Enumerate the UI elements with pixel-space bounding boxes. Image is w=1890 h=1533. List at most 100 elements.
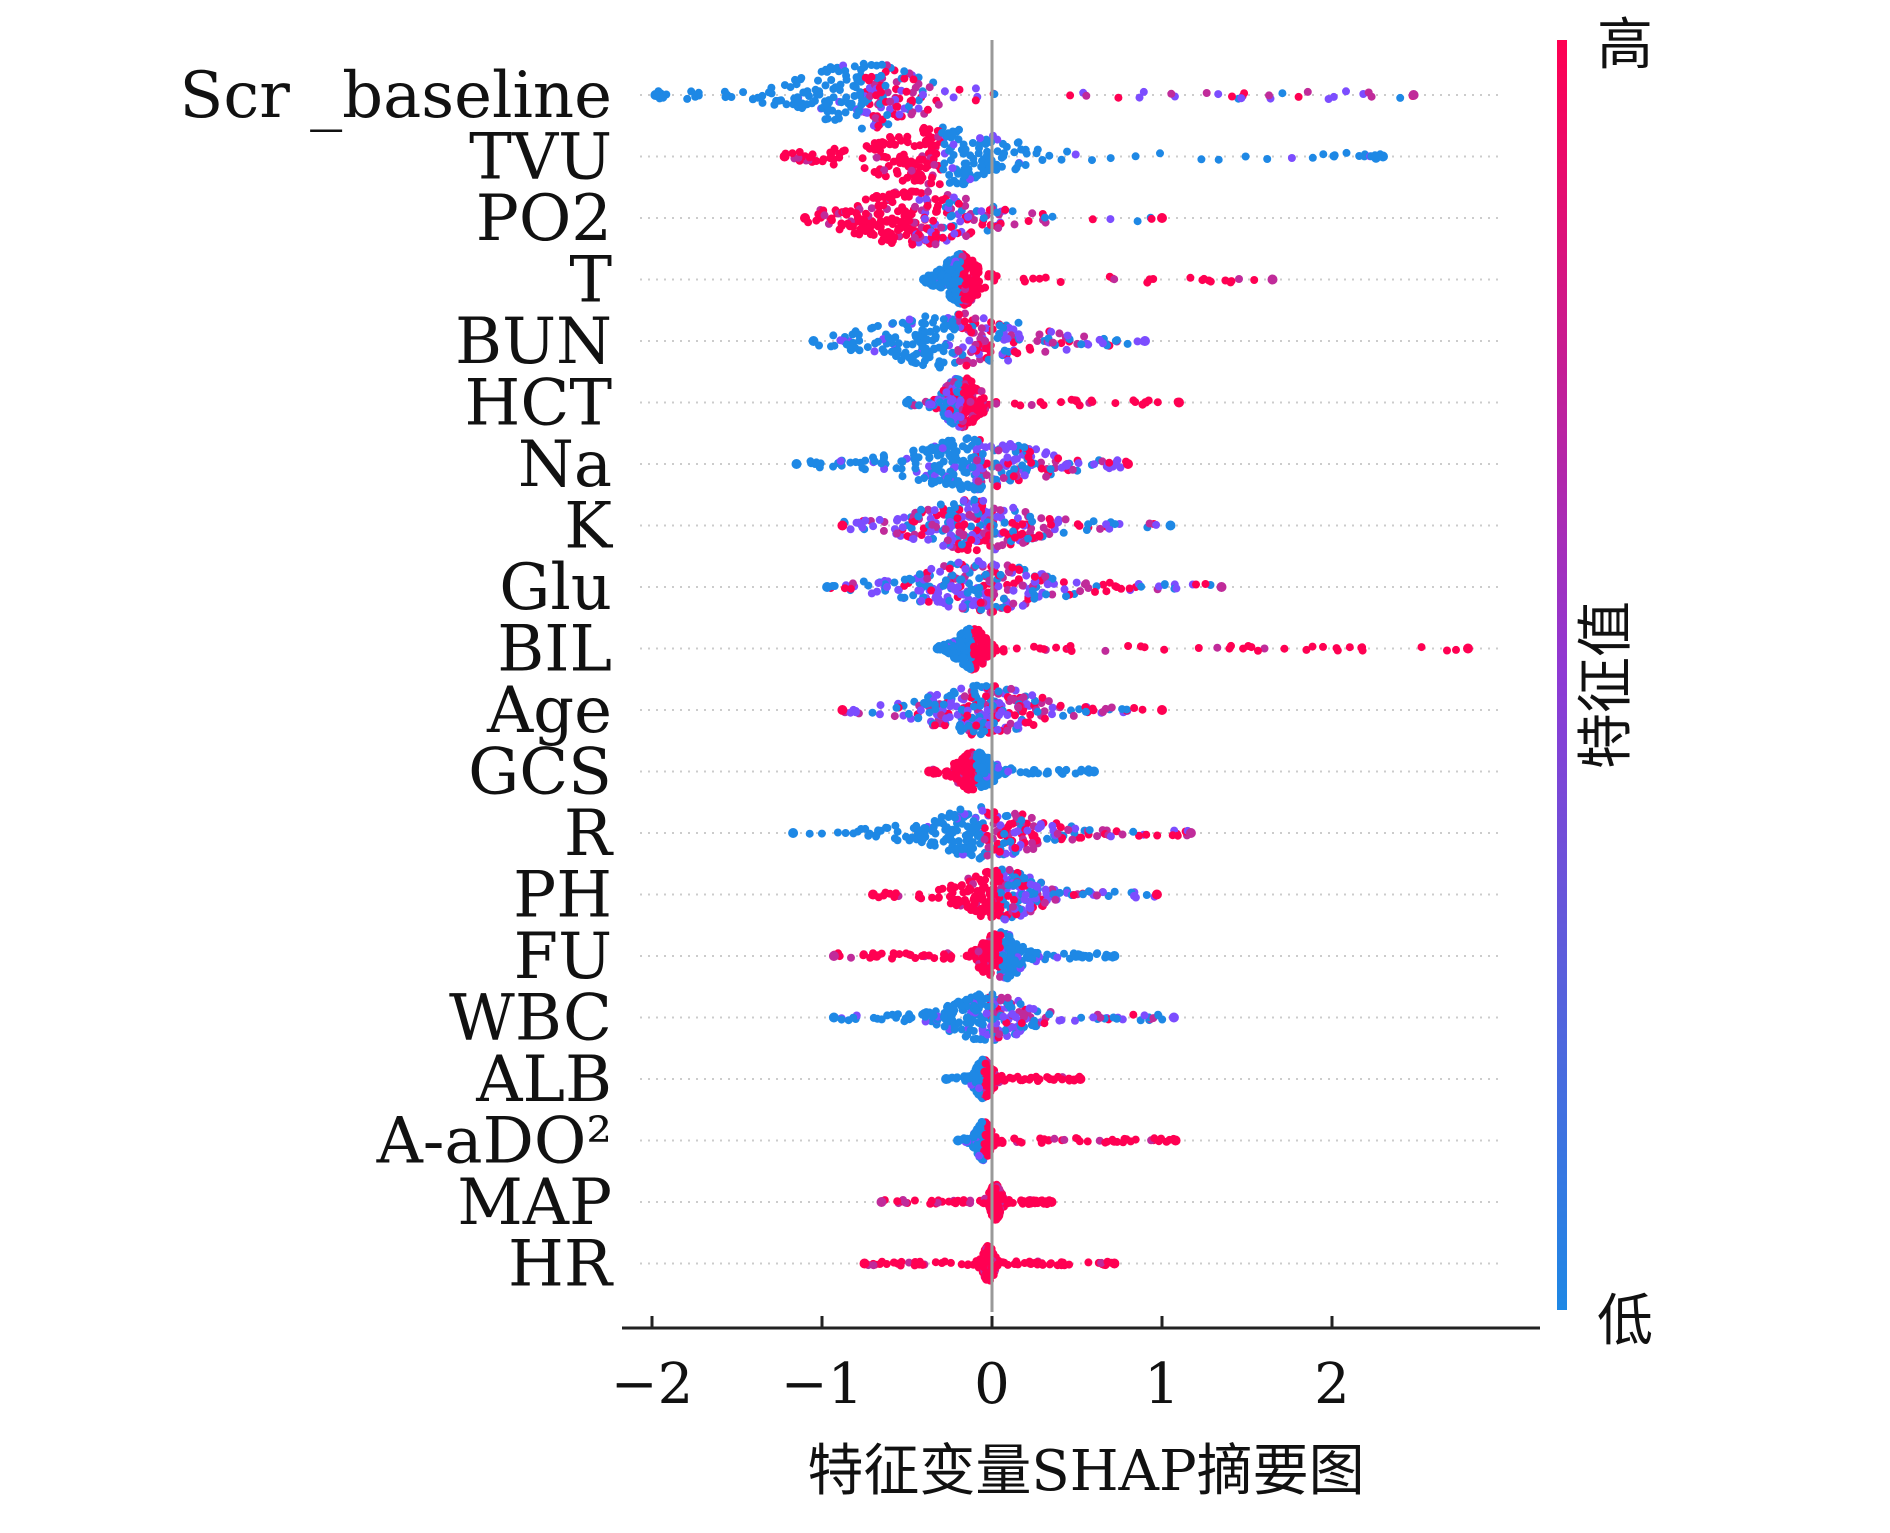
shap-point [1008, 207, 1017, 216]
shap-point [996, 570, 1005, 579]
shap-point [974, 268, 983, 277]
shap-point-extreme [1174, 397, 1184, 408]
shap-point [1118, 705, 1127, 714]
shap-point [1010, 1134, 1019, 1143]
shap-point [946, 266, 954, 275]
shap-point [917, 505, 925, 514]
shap-point [1152, 520, 1161, 529]
shap-point [982, 471, 991, 480]
shap-point [1201, 580, 1210, 588]
shap-point [867, 61, 876, 69]
shap-point-extreme [953, 1135, 963, 1146]
shap-point [962, 361, 971, 370]
shap-point [821, 100, 830, 109]
shap-point [864, 76, 873, 85]
shap-point [692, 91, 700, 100]
shap-point [952, 1073, 961, 1082]
shap-point [894, 585, 903, 594]
shap-point [1287, 154, 1296, 162]
shap-point [837, 1015, 846, 1024]
shap-point-extreme [779, 151, 790, 162]
shap-point [1023, 845, 1031, 854]
shap-point [1077, 833, 1086, 842]
shap-point [938, 509, 947, 518]
shap-point [739, 88, 748, 97]
shap-point [930, 506, 939, 515]
shap-point [1041, 213, 1049, 222]
shap-point [962, 435, 971, 444]
shap-point [953, 260, 961, 269]
shap-point [970, 586, 979, 595]
shap-point [962, 1136, 971, 1145]
shap-point [902, 340, 911, 349]
shap-point [929, 1011, 938, 1020]
shap-point [1021, 161, 1030, 169]
shap-point [893, 169, 902, 178]
shap-point [1048, 590, 1057, 599]
shap-point [1114, 93, 1123, 102]
shap-point [893, 529, 901, 538]
shap-point [961, 280, 970, 289]
shap-point [893, 516, 901, 525]
shap-point [878, 192, 887, 201]
shap-point [851, 708, 860, 717]
shap-point-extreme [650, 90, 661, 100]
shap-point [996, 1073, 1005, 1081]
shap-point [1227, 641, 1235, 650]
shap-point [963, 627, 972, 636]
shap-point-extreme [932, 643, 943, 654]
shap-point [947, 582, 956, 591]
shap-point [911, 202, 919, 211]
shap-point [836, 336, 845, 345]
shap-point [1060, 1135, 1069, 1144]
shap-point [883, 583, 891, 591]
shap-point-extreme [1123, 459, 1133, 469]
shap-point [1144, 396, 1153, 405]
shap-point [1032, 445, 1041, 454]
shap-point [948, 164, 957, 173]
shap-point [1009, 895, 1018, 904]
shap-point [875, 515, 884, 524]
shap-point [1014, 159, 1023, 168]
shap-point [1104, 892, 1113, 900]
shap-point [947, 697, 955, 706]
shap-point [1028, 832, 1037, 841]
shap-point [965, 662, 974, 670]
shap-point [958, 459, 967, 468]
shap-point [873, 337, 882, 346]
shap-point [909, 591, 918, 600]
shap-point [877, 237, 886, 246]
shap-point [1002, 142, 1011, 151]
shap-point [1004, 356, 1013, 365]
shap-point [1079, 890, 1087, 899]
shap-point [961, 565, 970, 573]
shap-point [942, 823, 951, 832]
shap-point [977, 284, 986, 293]
shap-point [1033, 337, 1042, 345]
shap-point [954, 898, 963, 907]
shap-point [971, 314, 980, 323]
shap-point [830, 341, 839, 350]
shap-point [797, 74, 806, 82]
shap-point [1280, 644, 1289, 653]
shap-point-extreme [1463, 643, 1473, 654]
shap-point [1194, 644, 1203, 652]
shap-point [888, 198, 897, 207]
shap-point [949, 470, 958, 479]
shap-point [1417, 643, 1426, 652]
shap-point-extreme [808, 336, 819, 346]
shap-point [863, 343, 872, 352]
shap-point [996, 996, 1005, 1005]
shap-point [1135, 93, 1144, 102]
shap-point [1112, 583, 1121, 591]
shap-point [957, 684, 966, 693]
shap-point [979, 314, 988, 323]
shap-point [1059, 578, 1068, 587]
shap-point [993, 868, 1002, 877]
shap-point [892, 703, 901, 712]
shap-point [861, 516, 870, 525]
shap-point-extreme [1089, 766, 1099, 777]
shap-point [1062, 592, 1070, 601]
shap-point [1080, 332, 1089, 341]
shap-point [962, 232, 971, 241]
